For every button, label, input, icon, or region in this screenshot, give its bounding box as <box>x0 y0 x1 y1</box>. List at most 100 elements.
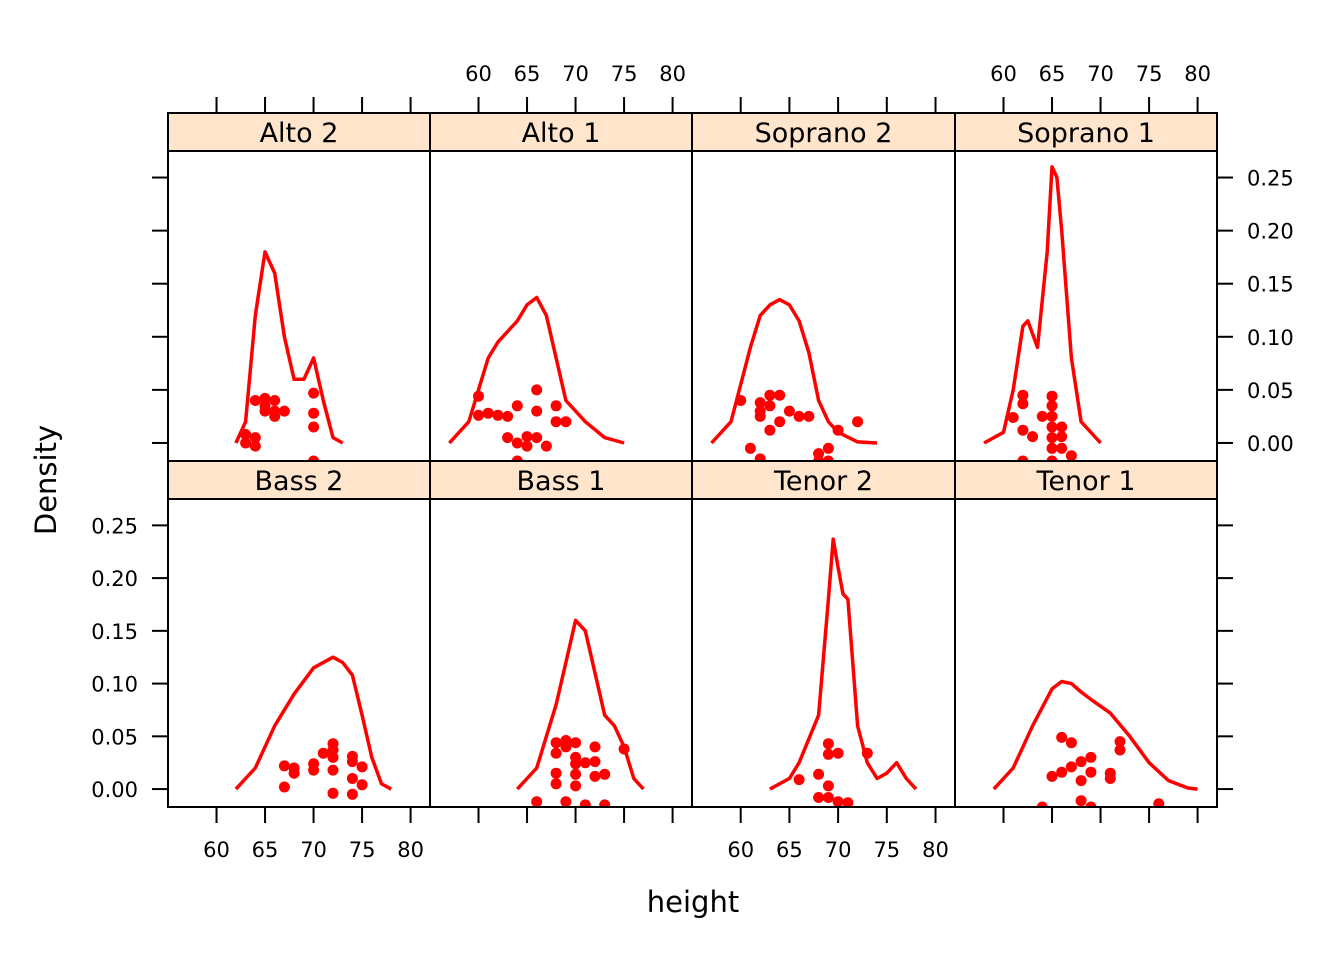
y-tick-label: 0.20 <box>91 567 138 591</box>
strip-label: Soprano 2 <box>755 118 893 149</box>
data-point <box>278 760 290 772</box>
data-point <box>1085 766 1097 778</box>
strip-layer: Alto 2 Alto 1 Soprano 2 Soprano 1 Bass 2 Bass… <box>167 112 1218 500</box>
data-point <box>1017 398 1029 410</box>
data-point <box>473 390 484 402</box>
data-point <box>754 453 766 461</box>
strip-label: Bass 2 <box>255 466 344 497</box>
data-point <box>1046 442 1058 454</box>
data-point <box>1056 431 1068 443</box>
data-point <box>1056 421 1068 433</box>
data-point <box>754 410 766 422</box>
data-point <box>550 400 562 412</box>
data-point <box>579 799 591 807</box>
data-point <box>521 431 533 443</box>
data-point <box>511 400 523 412</box>
panel-data <box>234 250 344 461</box>
data-point <box>1065 450 1077 461</box>
data-point <box>618 743 630 755</box>
data-point <box>1075 795 1087 807</box>
data-point <box>1114 744 1126 756</box>
density-line <box>992 679 1198 791</box>
x-tick-label: 80 <box>1184 62 1211 86</box>
data-point <box>822 792 834 803</box>
data-point <box>570 780 582 792</box>
data-point <box>240 429 252 440</box>
data-point <box>1046 421 1058 433</box>
strip-label: Bass 1 <box>517 466 606 497</box>
data-point <box>774 389 786 401</box>
data-point <box>1027 431 1039 443</box>
data-point <box>511 455 523 461</box>
density-line <box>769 537 918 791</box>
x-tick-label: 65 <box>514 62 541 86</box>
y-tick-label: 0.15 <box>1247 273 1294 297</box>
data-point <box>589 741 601 753</box>
x-tick-label: 60 <box>727 838 754 862</box>
data-point <box>599 799 611 807</box>
y-tick-label: 0.00 <box>91 778 138 802</box>
data-point <box>803 410 815 422</box>
data-point <box>1046 400 1058 412</box>
data-point <box>502 432 514 444</box>
panel-data <box>448 295 625 461</box>
x-tick-label: 70 <box>300 838 327 862</box>
x-tick-label: 65 <box>252 838 279 862</box>
x-tick-label: 60 <box>990 62 1017 86</box>
data-point <box>288 767 300 779</box>
x-tick-label: 75 <box>1136 62 1163 86</box>
data-point <box>346 756 358 768</box>
data-point <box>327 751 339 763</box>
data-point <box>1085 751 1097 763</box>
data-point <box>832 796 844 807</box>
panel-data <box>516 618 645 807</box>
y-tick-label: 0.20 <box>1247 220 1294 244</box>
panel-layer <box>167 150 1218 808</box>
density-line <box>983 165 1102 445</box>
data-point <box>774 416 786 428</box>
data-point <box>1046 455 1058 461</box>
panel-data <box>983 165 1102 461</box>
x-tick-label: 80 <box>397 838 424 862</box>
x-tick-label: 80 <box>922 838 949 862</box>
strip-label: Alto 2 <box>260 118 339 149</box>
data-point <box>861 747 873 759</box>
data-point <box>249 395 261 406</box>
data-point <box>1114 736 1126 748</box>
data-point <box>1017 455 1029 461</box>
data-point <box>813 455 825 461</box>
data-point <box>1153 798 1165 807</box>
data-point <box>560 741 572 753</box>
data-point <box>813 792 825 803</box>
data-point <box>269 395 281 406</box>
data-point <box>1104 773 1116 784</box>
data-point <box>560 796 572 807</box>
data-point <box>473 409 484 421</box>
density-line <box>448 295 625 445</box>
data-point <box>599 768 611 780</box>
panel-frame <box>167 150 431 462</box>
data-point <box>1046 410 1058 422</box>
data-point <box>822 748 834 760</box>
x-tick-label: 75 <box>349 838 376 862</box>
panel-data <box>234 655 393 800</box>
data-point <box>793 410 805 422</box>
data-point <box>308 407 320 419</box>
data-point <box>269 410 281 422</box>
x-tick-label: 65 <box>776 838 803 862</box>
strip-label: Tenor 2 <box>773 466 873 497</box>
data-point <box>356 761 368 773</box>
panel-data <box>769 537 918 807</box>
data-point <box>531 796 543 807</box>
panel-frame <box>954 498 1218 808</box>
data-point <box>1036 410 1048 422</box>
data-point <box>1036 801 1048 807</box>
data-point <box>540 440 552 452</box>
data-point <box>550 767 562 779</box>
x-axis-title: height <box>647 885 739 919</box>
data-point <box>764 400 776 412</box>
panel-data <box>710 297 878 461</box>
data-point <box>327 764 339 776</box>
x-tick-label: 65 <box>1039 62 1066 86</box>
